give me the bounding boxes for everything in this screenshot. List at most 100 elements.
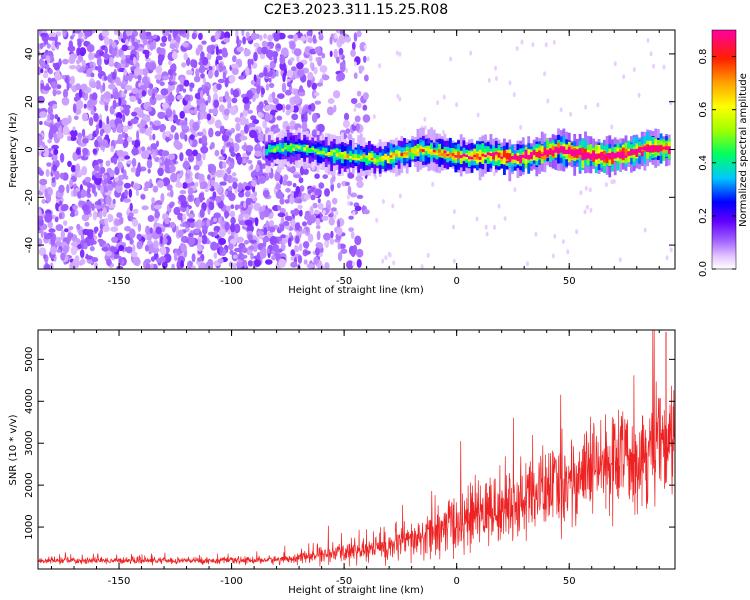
noise-speckle (157, 167, 164, 177)
noise-speckle (148, 62, 157, 71)
noise-speckle (166, 184, 173, 191)
noise-speckle (91, 184, 96, 194)
noise-speckle (70, 129, 78, 138)
noise-speckle (232, 262, 237, 269)
noise-speckle (120, 84, 126, 90)
ridge-cell (648, 145, 652, 153)
noise-speckle (186, 169, 191, 174)
noise-speckle (208, 108, 214, 114)
ridge-cell (635, 150, 639, 157)
noise-speckle (39, 42, 44, 49)
noise-speckle (224, 77, 229, 88)
ridge-cell (378, 157, 382, 160)
noise-speckle (230, 127, 235, 134)
ridge-cell (635, 148, 639, 152)
noise-speckle (200, 73, 205, 79)
noise-speckle (144, 181, 151, 189)
noise-speckle (39, 121, 43, 125)
ridge-cell (373, 153, 377, 161)
noise-speckle (372, 114, 376, 120)
noise-speckle (160, 88, 169, 96)
noise-speckle (284, 199, 290, 204)
noise-speckle (152, 133, 156, 141)
noise-speckle (77, 38, 82, 48)
noise-speckle (224, 91, 229, 101)
noise-speckle (253, 51, 258, 62)
noise-speckle (356, 30, 362, 38)
noise-speckle (104, 36, 110, 46)
noise-speckle (293, 174, 302, 179)
noise-speckle (201, 40, 207, 45)
noise-speckle (38, 136, 42, 142)
noise-speckle (268, 77, 272, 83)
noise-speckle (190, 210, 194, 215)
noise-speckle (258, 235, 264, 240)
noise-speckle (234, 204, 239, 211)
colorbar-tick-label: 0.2 (698, 208, 709, 224)
noise-speckle (195, 68, 199, 78)
noise-speckle (250, 80, 256, 85)
noise-speckle (173, 159, 177, 165)
noise-speckle (218, 161, 224, 169)
noise-speckle (74, 30, 82, 34)
ridge-cell (570, 149, 574, 153)
noise-speckle (337, 219, 341, 229)
noise-speckle (208, 44, 216, 51)
noise-speckle (314, 173, 320, 179)
noise-speckle (261, 40, 268, 48)
noise-speckle (321, 52, 326, 59)
noise-speckle (87, 187, 91, 195)
noise-speckle (168, 68, 174, 76)
ridge-cell (435, 150, 439, 154)
noise-speckle (118, 89, 123, 100)
noise-speckle (121, 90, 125, 98)
noise-speckle (250, 115, 257, 121)
ridge-cell (381, 156, 385, 166)
colorbar-tick-label: 0.4 (698, 155, 709, 171)
noise-speckle (85, 255, 93, 260)
noise-speckle (49, 32, 57, 38)
noise-speckle (351, 41, 356, 51)
noise-speckle (144, 244, 150, 252)
ridge-cell (440, 153, 444, 157)
ridge-cell (605, 153, 609, 163)
ridge-cell (424, 148, 428, 151)
ridge-cell (570, 151, 574, 157)
noise-speckle (148, 83, 154, 90)
ridge-cell (535, 151, 539, 157)
noise-speckle (233, 247, 242, 253)
noise-speckle (289, 57, 295, 62)
colorbar: 0.0 0.2 0.4 0.6 0.8 Normalized spectral ampl… (698, 29, 749, 277)
noise-speckle (234, 133, 243, 143)
noise-speckle (296, 69, 305, 77)
ridge-cell (535, 154, 539, 158)
noise-speckle (48, 68, 53, 75)
noise-speckle (91, 92, 98, 101)
noise-speckle (170, 124, 176, 133)
noise-speckle (279, 223, 285, 232)
noise-speckle (141, 205, 149, 211)
noise-speckle (202, 111, 208, 120)
ridge-cell (370, 153, 374, 162)
noise-speckle (387, 251, 391, 257)
ridge-cell (351, 157, 355, 160)
ridge-cell (613, 155, 617, 159)
noise-speckle (173, 139, 181, 149)
noise-speckle (258, 101, 264, 111)
ridge-cell (335, 148, 339, 155)
ridge-cell (657, 145, 660, 153)
noise-speckle (264, 112, 271, 123)
noise-speckle (208, 164, 213, 174)
noise-speckle (125, 57, 131, 64)
noise-speckle (40, 60, 46, 69)
noise-speckle (320, 30, 323, 38)
noise-speckle (90, 109, 95, 115)
noise-speckle (363, 209, 370, 215)
noise-speckle (311, 82, 318, 91)
noise-speckle (140, 194, 146, 200)
snr-axes: -150 -100 -50 0 50 1000 2000 3000 4000 5000 (24, 330, 675, 587)
noise-speckle (114, 140, 118, 145)
noise-speckle (290, 249, 296, 257)
noise-speckle (307, 72, 314, 81)
noise-speckle (332, 197, 338, 205)
